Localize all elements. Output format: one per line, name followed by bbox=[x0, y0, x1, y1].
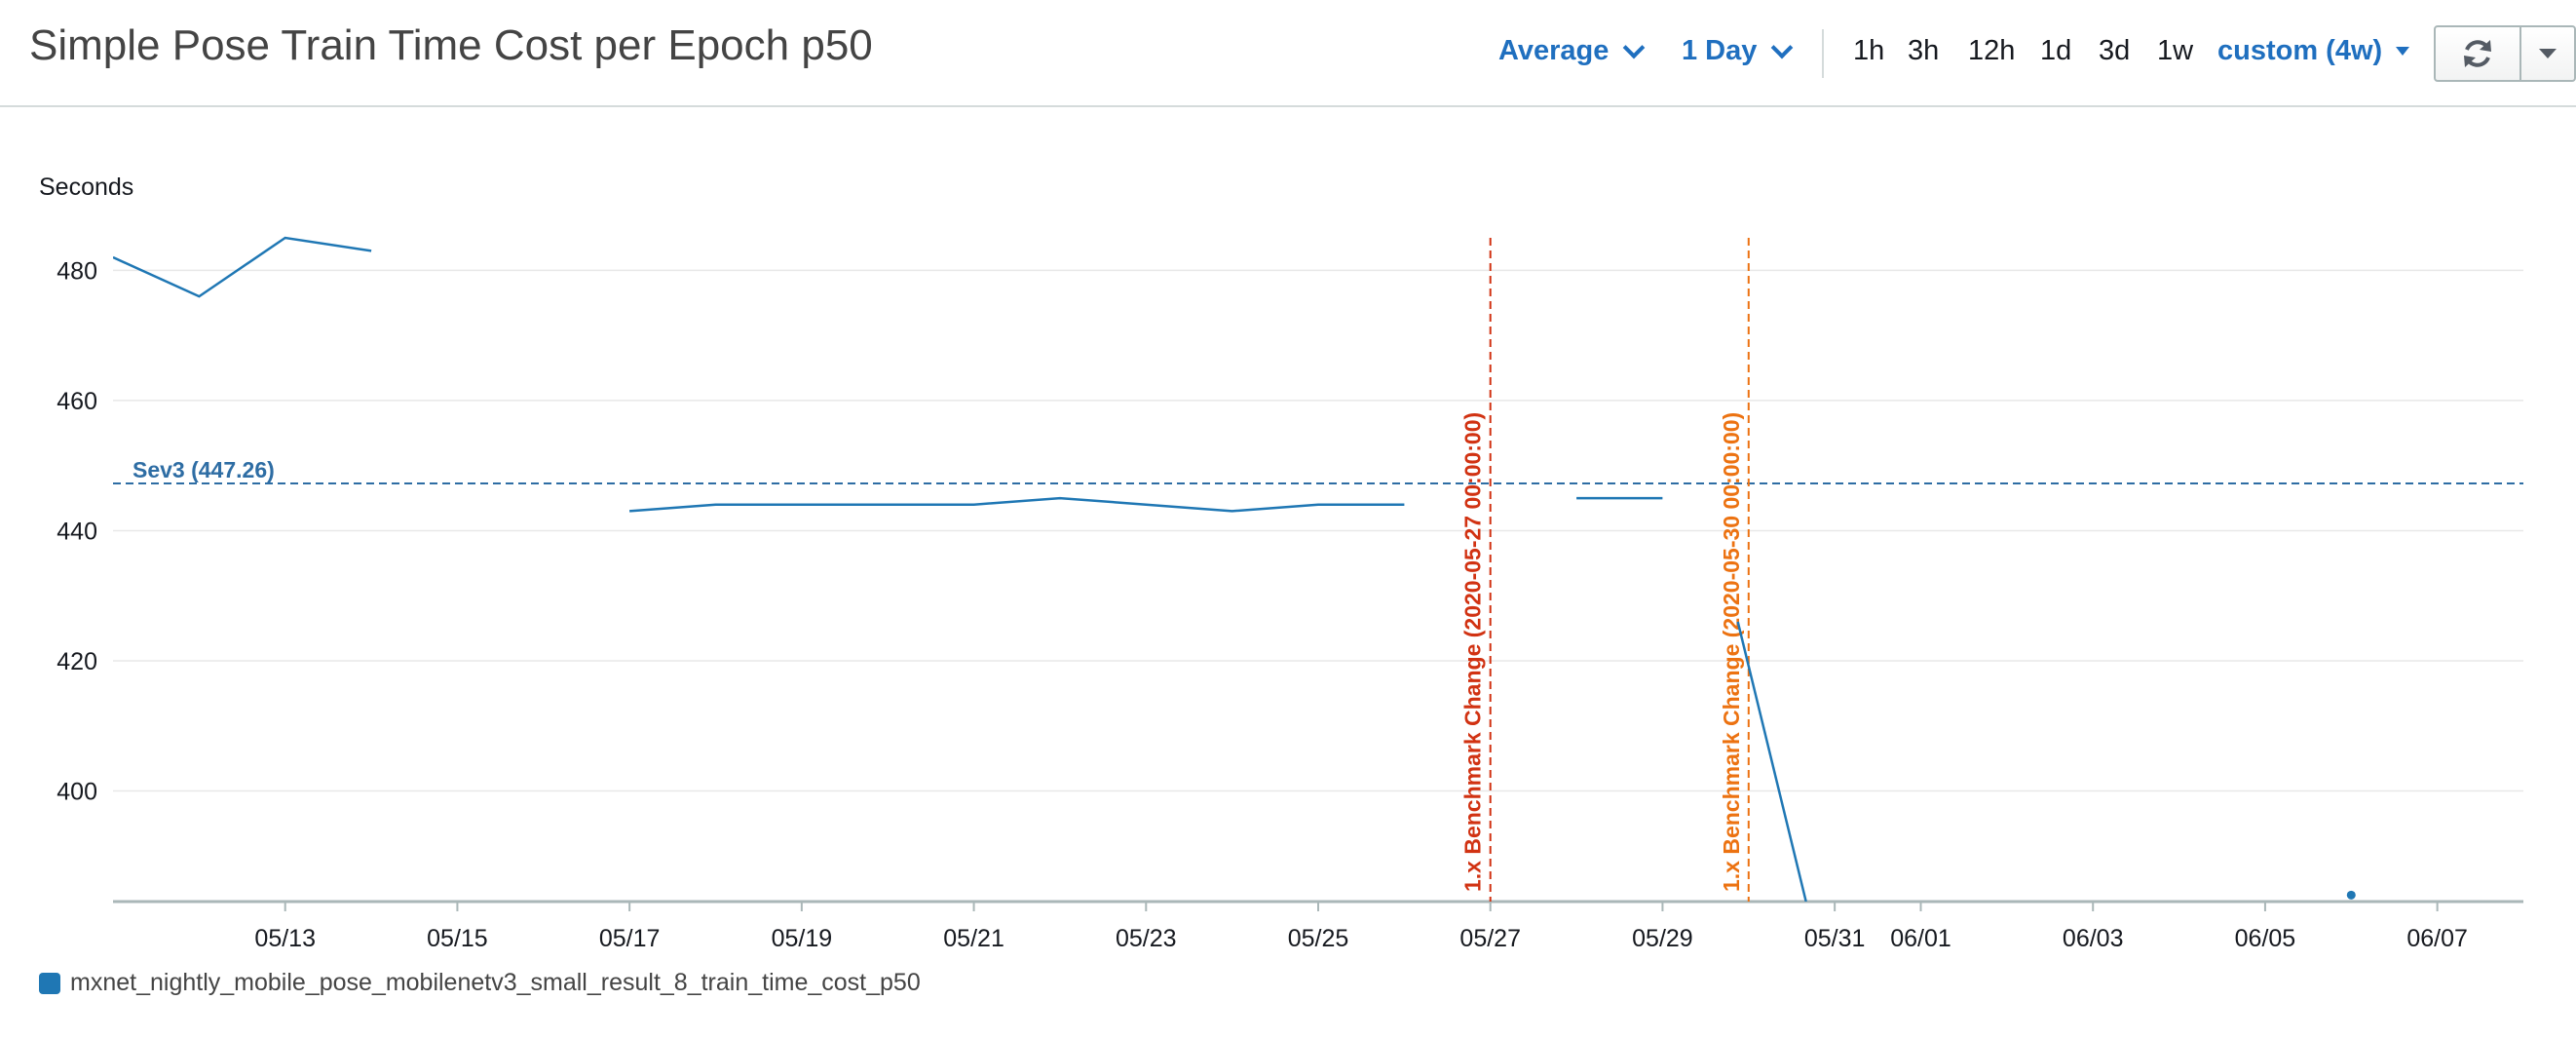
series-line bbox=[629, 496, 1405, 513]
statistic-dropdown[interactable]: Average bbox=[1498, 35, 1646, 67]
y-axis-label: Seconds bbox=[39, 173, 134, 201]
custom-range-label: custom (4w) bbox=[2217, 35, 2383, 66]
x-tick-label: 05/25 bbox=[1288, 925, 1349, 952]
range-3h[interactable]: 3h bbox=[1908, 35, 1940, 66]
x-tick-label: 05/19 bbox=[772, 925, 833, 952]
caret-down-icon bbox=[2396, 47, 2410, 56]
legend[interactable]: mxnet_nightly_mobile_pose_mobilenetv3_sm… bbox=[39, 969, 921, 997]
statistic-dropdown-label: Average bbox=[1498, 35, 1610, 66]
range-12h[interactable]: 12h bbox=[1968, 35, 2016, 66]
refresh-button-group bbox=[2434, 25, 2576, 82]
x-tick-label: 05/15 bbox=[427, 925, 488, 952]
legend-label: mxnet_nightly_mobile_pose_mobilenetv3_sm… bbox=[70, 969, 921, 996]
x-tick-label: 06/03 bbox=[2063, 925, 2124, 952]
y-tick-label: 400 bbox=[57, 779, 97, 806]
y-tick-label: 420 bbox=[57, 648, 97, 675]
range-3d[interactable]: 3d bbox=[2099, 35, 2131, 66]
series-line bbox=[1736, 621, 1807, 902]
series-line bbox=[113, 236, 372, 298]
range-1h[interactable]: 1h bbox=[1853, 35, 1885, 66]
legend-swatch bbox=[39, 972, 60, 994]
x-tick-label: 05/13 bbox=[254, 925, 316, 952]
annotation-label: 1.x Benchmark Change (2020-05-27 00:00:0… bbox=[1460, 412, 1486, 892]
x-tick-label: 05/27 bbox=[1459, 925, 1521, 952]
period-dropdown[interactable]: 1 Day bbox=[1682, 35, 1794, 67]
refresh-icon bbox=[2464, 40, 2491, 67]
caret-down-icon bbox=[2539, 49, 2557, 58]
x-tick-label: 05/31 bbox=[1804, 925, 1866, 952]
x-tick-label: 06/05 bbox=[2235, 925, 2296, 952]
page-title: Simple Pose Train Time Cost per Epoch p5… bbox=[29, 21, 873, 69]
x-tick-label: 05/17 bbox=[599, 925, 661, 952]
series-point bbox=[2346, 890, 2356, 900]
x-tick-label: 05/21 bbox=[943, 925, 1004, 952]
x-tick-label: 06/01 bbox=[1890, 925, 1951, 952]
x-tick-label: 05/29 bbox=[1632, 925, 1693, 952]
toolbar-divider bbox=[1822, 29, 1824, 78]
y-tick-label: 440 bbox=[57, 518, 97, 545]
y-tick-label: 480 bbox=[57, 257, 97, 285]
x-tick-label: 06/07 bbox=[2406, 925, 2468, 952]
annotation-label: 1.x Benchmark Change (2020-05-30 00:00:0… bbox=[1719, 412, 1744, 892]
refresh-options-button[interactable] bbox=[2521, 25, 2576, 82]
custom-range-dropdown[interactable]: custom (4w) bbox=[2217, 35, 2410, 67]
widget-header: Simple Pose Train Time Cost per Epoch p5… bbox=[0, 0, 2576, 107]
period-dropdown-label: 1 Day bbox=[1682, 35, 1758, 66]
range-1d[interactable]: 1d bbox=[2040, 35, 2072, 66]
threshold-label: Sev3 (447.26) bbox=[133, 457, 275, 482]
x-tick-label: 05/23 bbox=[1116, 925, 1177, 952]
refresh-button[interactable] bbox=[2434, 25, 2521, 82]
range-1w[interactable]: 1w bbox=[2157, 35, 2194, 66]
y-tick-label: 460 bbox=[57, 388, 97, 415]
